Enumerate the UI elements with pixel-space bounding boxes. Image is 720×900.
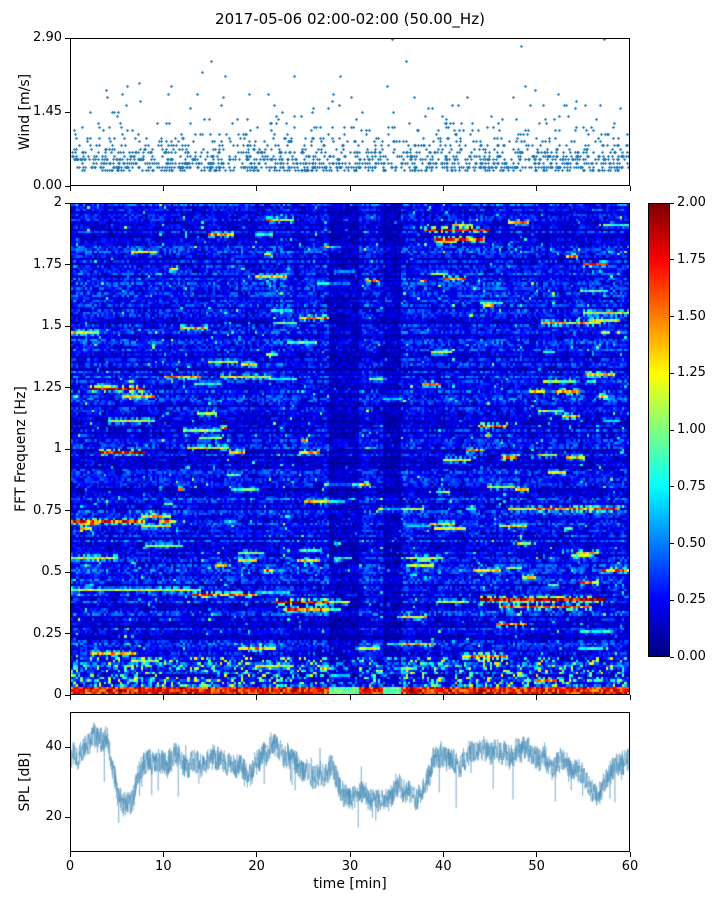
colorbar-tick-mark bbox=[670, 543, 674, 544]
spectrogram-canvas bbox=[71, 204, 629, 694]
x-tick-label: 60 bbox=[621, 859, 639, 874]
x-tick-mark bbox=[629, 186, 631, 191]
x-tick-mark bbox=[629, 852, 631, 857]
wind-scatter-canvas bbox=[71, 39, 629, 185]
y-tick-mark bbox=[65, 202, 70, 204]
x-tick-mark bbox=[442, 852, 444, 857]
x-tick-mark bbox=[536, 695, 538, 700]
x-tick-mark bbox=[256, 852, 258, 857]
colorbar-tick-mark bbox=[670, 202, 674, 204]
x-tick-mark bbox=[349, 186, 351, 191]
figure-title: 2017-05-06 02:00-02:00 (50.00_Hz) bbox=[215, 10, 485, 28]
x-tick-mark bbox=[536, 852, 538, 857]
y-tick-mark bbox=[65, 816, 70, 818]
x-tick-label: 10 bbox=[155, 859, 172, 874]
colorbar-tick-mark bbox=[670, 599, 674, 601]
x-tick-mark bbox=[349, 852, 351, 857]
y-tick-label: 0.25 bbox=[33, 625, 62, 641]
colorbar-tick-label: 0.25 bbox=[677, 592, 706, 608]
y-tick-label: 1 bbox=[53, 441, 62, 456]
x-tick-label: 20 bbox=[248, 859, 265, 874]
colorbar-canvas bbox=[649, 204, 669, 656]
x-tick-label: 0 bbox=[65, 859, 75, 874]
y-tick-mark bbox=[65, 264, 70, 265]
colorbar bbox=[648, 203, 670, 657]
x-tick-mark bbox=[162, 695, 164, 700]
colorbar-tick-mark bbox=[670, 316, 674, 317]
y-tick-mark bbox=[65, 185, 70, 187]
x-tick-label: 40 bbox=[435, 859, 452, 874]
x-tick-mark bbox=[69, 186, 71, 191]
y-tick-mark bbox=[65, 694, 70, 696]
spectrogram-plot bbox=[70, 203, 630, 695]
x-tick-mark bbox=[69, 852, 71, 857]
y-tick-mark bbox=[65, 387, 70, 388]
y-tick-label: 1.5 bbox=[41, 318, 62, 333]
x-tick-mark bbox=[442, 695, 444, 700]
spl-canvas bbox=[71, 713, 629, 851]
colorbar-tick-mark bbox=[670, 656, 674, 658]
y-tick-mark bbox=[65, 746, 70, 748]
x-tick-mark bbox=[256, 186, 258, 191]
y-tick-label: 0.75 bbox=[33, 502, 62, 518]
colorbar-tick-mark bbox=[670, 372, 674, 374]
wind-scatter-plot bbox=[70, 38, 630, 186]
x-tick-mark bbox=[536, 186, 538, 191]
y-tick-label: 1.25 bbox=[33, 379, 62, 395]
x-tick-label: 30 bbox=[341, 859, 359, 874]
colorbar-tick-mark bbox=[670, 259, 674, 261]
colorbar-tick-label: 0.00 bbox=[677, 649, 706, 664]
time-axis-label: time [min] bbox=[313, 876, 387, 892]
y-tick-label: 20 bbox=[45, 809, 62, 824]
y-tick-label: 40 bbox=[45, 739, 62, 754]
x-tick-mark bbox=[442, 186, 444, 191]
x-tick-mark bbox=[629, 695, 631, 700]
spl-plot bbox=[70, 712, 630, 852]
x-tick-mark bbox=[256, 695, 258, 700]
y-tick-label: 0.5 bbox=[41, 564, 62, 579]
y-tick-label: 2.90 bbox=[33, 30, 62, 45]
colorbar-tick-label: 1.50 bbox=[677, 308, 706, 324]
colorbar-tick-mark bbox=[670, 429, 674, 431]
y-tick-mark bbox=[65, 510, 70, 511]
y-tick-label: 0 bbox=[53, 687, 62, 702]
y-tick-mark bbox=[65, 571, 70, 573]
x-tick-mark bbox=[349, 695, 351, 700]
x-tick-label: 50 bbox=[528, 859, 545, 874]
colorbar-tick-label: 0.75 bbox=[677, 478, 706, 494]
colorbar-tick-mark bbox=[670, 486, 674, 488]
x-tick-mark bbox=[162, 186, 164, 191]
y-tick-mark bbox=[65, 633, 70, 634]
y-tick-label: 1.45 bbox=[33, 104, 62, 119]
y-tick-label: 2 bbox=[53, 195, 62, 210]
x-tick-mark bbox=[69, 695, 71, 700]
colorbar-tick-label: 1.75 bbox=[677, 251, 706, 267]
y-tick-mark bbox=[65, 37, 70, 39]
colorbar-tick-label: 1.00 bbox=[677, 422, 706, 437]
y-tick-mark bbox=[65, 448, 70, 450]
x-tick-mark bbox=[162, 852, 164, 857]
colorbar-tick-label: 2.00 bbox=[677, 195, 706, 210]
y-tick-mark bbox=[65, 325, 70, 327]
y-tick-label: 1.75 bbox=[33, 256, 62, 272]
colorbar-tick-label: 1.25 bbox=[677, 365, 706, 381]
colorbar-tick-label: 0.50 bbox=[677, 535, 706, 551]
spl-axis-label: SPL [dB] bbox=[17, 752, 33, 812]
y-tick-mark bbox=[65, 111, 70, 113]
y-tick-label: 0.00 bbox=[33, 178, 62, 193]
